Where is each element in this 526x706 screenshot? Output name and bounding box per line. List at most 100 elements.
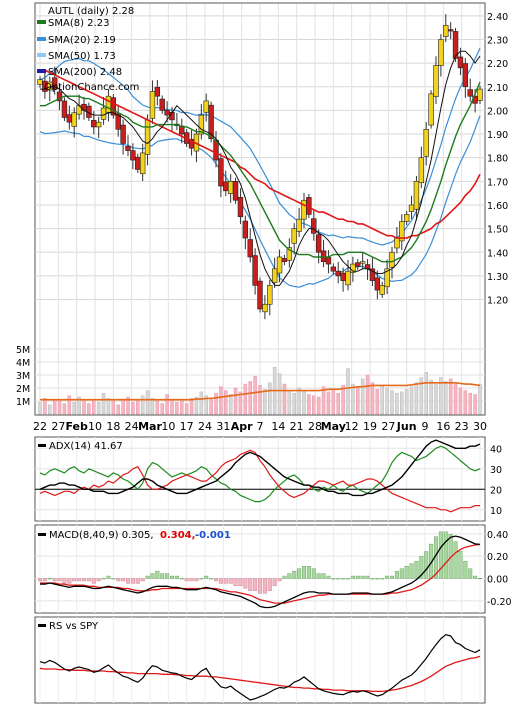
candle-body — [51, 77, 58, 90]
volume-bar — [404, 389, 409, 415]
candle-body — [154, 86, 161, 97]
candle-body — [223, 181, 229, 192]
volume-bar — [468, 392, 472, 415]
macd-tick-label: 0.40 — [487, 530, 508, 541]
price-tick-label: 2.40 — [487, 12, 508, 23]
macd-histogram-bar — [125, 578, 130, 584]
volume-bar — [312, 395, 316, 415]
candle-body — [237, 197, 244, 218]
candle-body — [227, 181, 234, 194]
price-tick-label: 2.10 — [487, 83, 508, 94]
volume-bar — [111, 400, 116, 415]
x-tick-label: 23 — [455, 420, 469, 433]
volume-bar — [268, 382, 272, 415]
candle-body — [71, 112, 77, 127]
legend-sma20: SMA(20) 2.19 — [48, 35, 116, 46]
macd-histogram-bar — [370, 578, 375, 580]
rs-line — [39, 634, 481, 701]
volume-bar — [145, 390, 150, 415]
candle-body — [286, 247, 293, 261]
price-tick-label: 1.90 — [487, 130, 508, 141]
macd-histogram-bar — [360, 575, 365, 579]
macd-histogram-bar — [473, 575, 478, 579]
candle-body — [291, 228, 297, 244]
candle-body — [423, 129, 429, 157]
volume-bar — [101, 392, 106, 415]
macd-histogram-bar — [81, 578, 86, 582]
candle-body — [477, 88, 483, 101]
price-panel — [34, 2, 486, 416]
volume-bar — [62, 403, 67, 415]
macd-histogram-bar — [218, 578, 223, 584]
volume-bar — [82, 399, 86, 415]
volume-bar — [326, 391, 331, 415]
candle-body — [413, 181, 420, 210]
macd-histogram-bar — [419, 556, 424, 579]
macd-histogram-bar — [169, 575, 174, 579]
volume-bar — [453, 383, 458, 415]
volume-bar — [390, 390, 394, 415]
legend-sma8: SMA(8) 2.23 — [48, 18, 109, 29]
candle-body — [276, 256, 283, 274]
candle-body — [379, 285, 385, 295]
volume-bar — [365, 374, 370, 415]
macd-histogram-bar — [248, 578, 253, 591]
volume-bar — [228, 394, 233, 415]
candle-body — [301, 199, 307, 220]
macd-histogram-bar — [140, 578, 145, 582]
candle-body — [110, 97, 117, 116]
candle-body — [408, 204, 415, 212]
volume-bar — [194, 396, 199, 415]
volume-bar — [346, 368, 350, 415]
x-tick-label: 27 — [381, 420, 395, 433]
volume-tick-label: 1M — [16, 397, 30, 408]
macd-histogram-bar — [409, 563, 414, 579]
macd-histogram-bar — [272, 578, 277, 587]
candle-body — [345, 270, 351, 286]
volume-average-line — [40, 381, 481, 401]
x-tick-label: 19 — [363, 420, 377, 433]
watermark: OptionChance.com — [44, 82, 139, 93]
macd-histogram-bar — [72, 578, 77, 582]
macd-histogram-bar — [316, 573, 321, 579]
price-tick-label: 1.40 — [487, 248, 508, 259]
volume-bar — [92, 400, 96, 415]
candle-body — [418, 157, 425, 184]
volume-bar — [297, 387, 301, 415]
x-tick-label: 24 — [198, 420, 212, 433]
volume-bar — [282, 383, 287, 415]
adx-label: ADX(14) 41.67 — [49, 441, 123, 452]
volume-bar — [57, 400, 62, 415]
macd-tick-label: 0.00 — [487, 574, 508, 585]
volume-bar — [165, 394, 169, 415]
volume-bar — [424, 372, 428, 415]
macd-histogram-bar — [165, 573, 170, 579]
volume-bar — [248, 381, 252, 415]
candle-body — [355, 262, 361, 267]
candle-body — [149, 91, 156, 119]
candle-body — [198, 114, 205, 135]
volume-bar — [106, 398, 111, 415]
rs-swatch — [38, 624, 46, 627]
volume-bar — [444, 381, 448, 415]
adx-tick-label: 40 — [490, 444, 502, 455]
macd-histogram-bar — [375, 578, 380, 580]
adx-tick-label: 30 — [490, 465, 502, 476]
candle-body — [125, 146, 131, 151]
volume-tick-label: 4M — [16, 358, 30, 369]
macd-histogram-bar — [380, 578, 385, 580]
volume-bar — [448, 378, 453, 415]
macd-histogram-bar — [52, 578, 57, 582]
macd-histogram-bar — [189, 578, 194, 582]
macd-histogram-bar — [145, 575, 150, 579]
volume-bar — [96, 402, 101, 415]
volume-bar — [52, 399, 57, 415]
volume-bar — [116, 404, 120, 415]
candle-body — [335, 270, 341, 277]
x-tick-label: Feb — [65, 420, 88, 433]
volume-bar — [72, 402, 76, 415]
macd-histogram-bar — [96, 578, 101, 582]
macd-label: MACD(8,40,9) 0.305, — [49, 530, 154, 541]
candle-body — [315, 234, 322, 253]
macd-histogram-bar — [199, 578, 204, 580]
